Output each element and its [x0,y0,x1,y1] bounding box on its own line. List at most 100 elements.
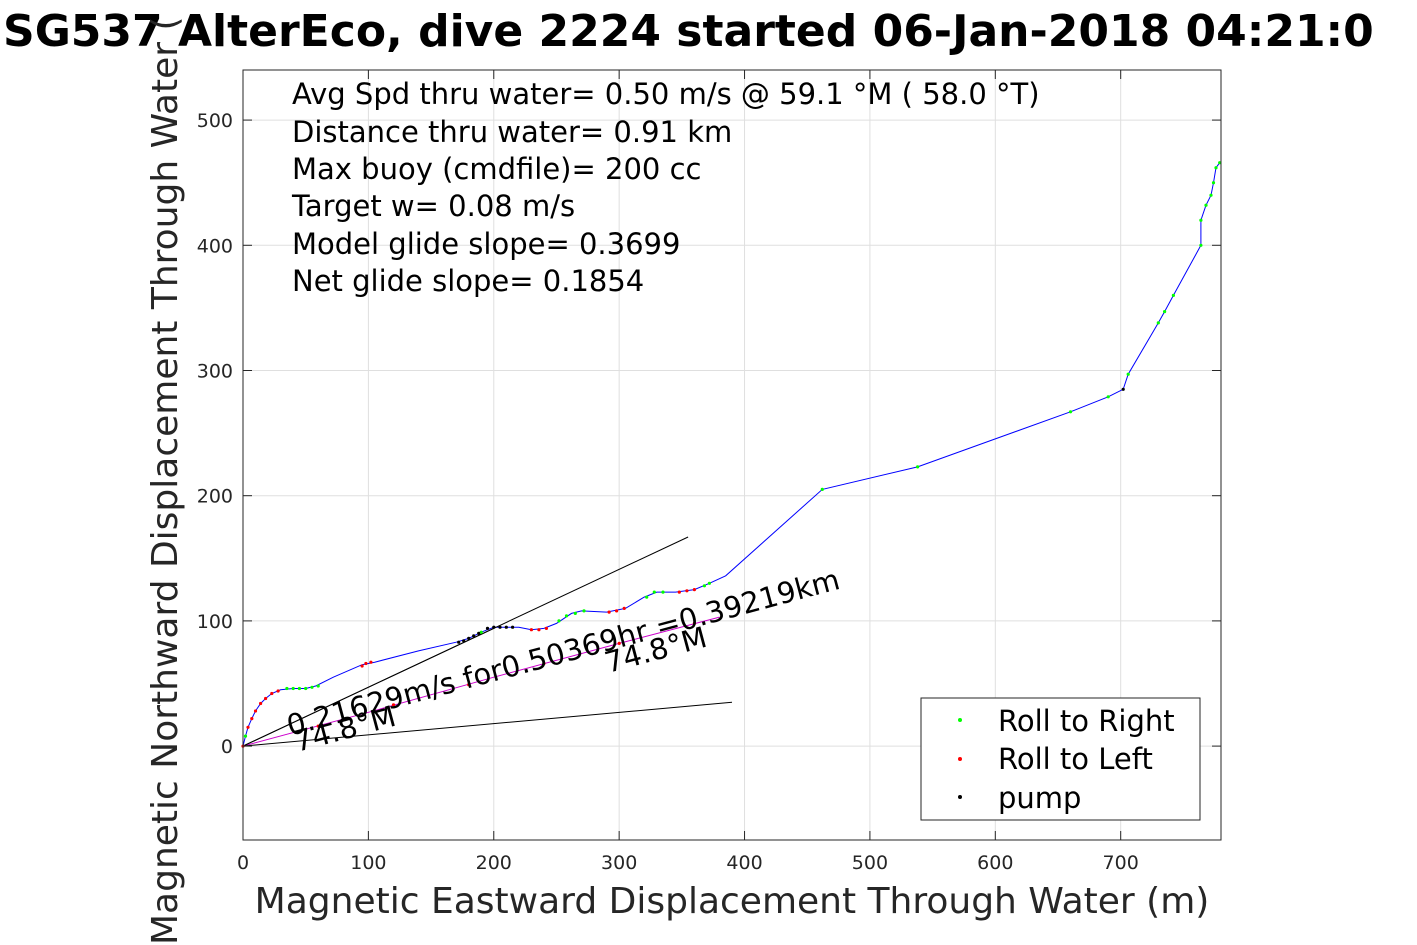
point-roll-to-left [259,701,263,706]
series-line-4 [242,627,495,747]
y-axis-label: Magnetic Northward Displacement Through … [145,16,186,945]
point-roll-to-left [276,689,280,693]
point-roll-to-left [364,661,368,666]
point-roll-to-right [661,590,665,594]
x-tick-label: 600 [977,852,1013,874]
point-roll-to-right [707,581,712,585]
point-roll-to-left [270,691,274,696]
point-pump [467,636,471,641]
x-tick-label: 500 [852,852,888,874]
point-roll-to-right [1209,193,1213,197]
y-tick-label: 0 [221,736,233,758]
point-roll-to-right [564,614,569,618]
x-tick-label: 200 [476,852,512,874]
point-roll-to-right [285,686,289,691]
x-tick-label: 300 [601,852,637,874]
point-roll-to-left [617,641,621,646]
point-pump [498,625,502,629]
point-pump [462,639,466,643]
point-roll-to-right [291,686,295,691]
point-roll-to-left [544,626,549,631]
legend-marker-roll-left [958,757,962,761]
point-roll-to-left [529,628,534,632]
point-roll-to-left [622,606,626,611]
point-roll-to-left [264,696,268,701]
legend-label-roll-right: Roll to Right [998,704,1175,738]
point-roll-to-right [1068,410,1073,414]
point-pump [472,634,476,638]
point-roll-to-left [685,589,689,593]
point-roll-to-right [1214,166,1218,170]
annotation-target-w: Target w= 0.08 m/s [291,189,575,223]
point-roll-to-right [645,595,649,599]
point-roll-to-right [820,487,824,491]
point-roll-to-right [1204,203,1208,207]
y-tick-label: 200 [197,486,233,508]
point-roll-to-left [253,709,258,713]
point-roll-to-right [1211,181,1216,185]
x-tick-label: 0 [237,852,249,874]
point-roll-to-right [1199,243,1203,247]
chart-title: SG537 AlterEco, dive 2224 started 06-Jan… [3,6,1374,57]
series-line-3 [242,701,733,747]
annotation-net-glide: Net glide slope= 0.1854 [292,264,644,298]
point-roll-to-right [582,609,586,613]
point-roll-to-right [1163,310,1167,314]
point-roll-to-left [692,588,697,592]
point-roll-to-right [1171,293,1175,297]
point-roll-to-left [542,661,546,666]
point-roll-to-right [702,584,707,588]
point-pump [504,625,508,629]
point-roll-to-left [360,664,364,668]
point-roll-to-right [557,619,561,623]
point-roll-to-left [246,725,250,729]
point-pump [477,631,481,636]
point-pump [457,640,461,644]
y-tick-label: 100 [197,611,233,633]
point-roll-to-right [1106,395,1110,399]
point-pump [492,625,496,629]
point-roll-to-left [615,609,619,613]
y-tick-label: 500 [197,110,233,132]
point-roll-to-right [304,686,308,691]
legend-marker-pump [958,795,962,799]
legend-label-roll-left: Roll to Left [998,742,1153,776]
point-roll-to-right [652,590,656,594]
legend-box [920,697,1201,821]
legend-label-pump: pump [998,781,1081,815]
x-axis-label: Magnetic Eastward Displacement Through W… [255,881,1210,922]
point-roll-to-left [537,628,541,632]
series-line-1 [242,616,720,747]
point-roll-to-left [316,724,320,728]
point-pump [485,626,490,631]
annotation-distance: Distance thru water= 0.91 km [292,115,732,149]
x-tick-label: 700 [1103,852,1139,874]
series-line-0 [242,162,1221,747]
point-roll-to-right [297,686,301,691]
tick-layer: 0 100 200 300 400 500 600 700 0 100 200 300 400 500 [197,70,1221,874]
point-roll-to-left [467,683,471,687]
y-tick-label: 300 [197,360,233,382]
point-roll-to-left [692,621,697,626]
series-layer [241,161,1222,748]
annotation-avg-speed: Avg Spd thru water= 0.50 m/s @ 59.1 °M (… [292,77,1040,111]
point-roll-to-left [369,660,373,664]
x-tick-label: 100 [350,852,386,874]
legend-marker-roll-right [958,718,962,722]
y-tick-label: 400 [197,235,233,257]
point-roll-to-right [1199,218,1203,222]
point-roll-to-right [916,465,920,469]
point-pump [510,625,515,629]
annotation-max-buoy: Max buoy (cmdfile)= 200 cc [292,152,701,186]
point-roll-to-right [479,630,483,634]
point-roll-to-right [1126,372,1130,376]
point-pump [1121,387,1125,391]
point-roll-to-right [573,611,577,616]
x-tick-label: 400 [726,852,762,874]
point-roll-to-left [607,610,611,614]
point-roll-to-right [1156,321,1160,325]
grid [242,70,1221,840]
point-roll-to-left [677,590,681,594]
plot-frame [242,69,1222,841]
